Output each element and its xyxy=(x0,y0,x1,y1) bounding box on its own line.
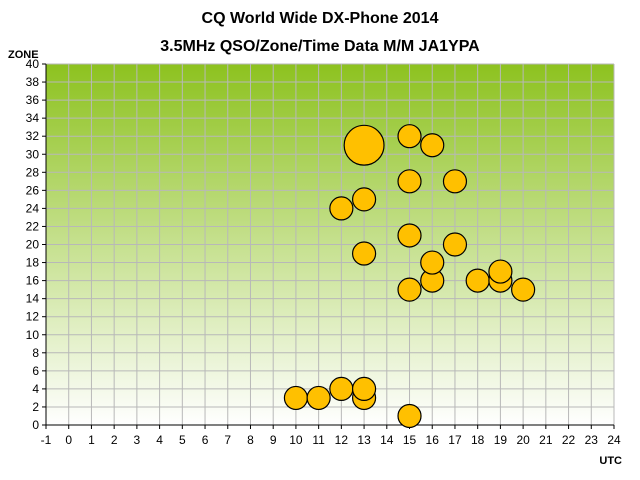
y-tick-label: 38 xyxy=(26,75,40,89)
data-bubble xyxy=(488,259,513,284)
x-tick-label: 3 xyxy=(134,433,141,447)
data-bubble xyxy=(351,241,377,266)
y-tick-label: 28 xyxy=(26,165,40,179)
x-tick-label: -1 xyxy=(41,433,52,447)
y-tick-label: 18 xyxy=(26,256,40,270)
x-tick-label: 23 xyxy=(585,433,599,447)
x-tick-label: 16 xyxy=(426,433,440,447)
y-tick-label: 8 xyxy=(32,346,39,360)
y-tick-label: 14 xyxy=(26,292,40,306)
x-tick-label: 4 xyxy=(156,433,163,447)
data-bubble xyxy=(420,250,445,275)
y-tick-label: 6 xyxy=(32,364,39,378)
x-tick-label: 6 xyxy=(202,433,209,447)
x-tick-label: 14 xyxy=(380,433,394,447)
x-tick-label: 24 xyxy=(607,433,621,447)
x-tick-label: 8 xyxy=(247,433,254,447)
data-bubble xyxy=(420,133,445,158)
x-tick-label: 11 xyxy=(312,433,325,447)
data-bubble xyxy=(329,376,354,401)
x-tick-label: 20 xyxy=(516,433,530,447)
axes xyxy=(42,63,615,429)
y-tick-label: 10 xyxy=(26,328,40,342)
data-bubble xyxy=(442,169,468,194)
data-bubble xyxy=(397,169,422,194)
y-tick-label: 16 xyxy=(26,274,40,288)
x-tick-label: 19 xyxy=(494,433,508,447)
y-tick-label: 0 xyxy=(32,418,39,432)
data-bubble xyxy=(329,196,354,221)
x-tick-label: 9 xyxy=(270,433,277,447)
y-tick-label: 32 xyxy=(26,129,40,143)
data-bubble xyxy=(397,124,422,149)
x-tick-label: 5 xyxy=(179,433,186,447)
x-tick-label: 7 xyxy=(224,433,231,447)
y-tick-label: 2 xyxy=(32,400,39,414)
chart-subtitle: 3.5MHz QSO/Zone/Time Data M/M JA1YPA xyxy=(160,38,480,55)
data-bubble xyxy=(465,268,490,293)
x-tick-label: 1 xyxy=(88,433,95,447)
x-tick-label: 0 xyxy=(65,433,72,447)
y-tick-label: 4 xyxy=(32,382,39,396)
x-tick-label: 22 xyxy=(562,433,576,447)
y-tick-label: 22 xyxy=(26,219,40,233)
y-tick-label: 26 xyxy=(26,183,40,197)
data-bubble xyxy=(511,277,536,302)
x-tick-label: 18 xyxy=(471,433,485,447)
y-tick-label: 12 xyxy=(26,310,40,324)
chart-title: CQ World Wide DX-Phone 2014 xyxy=(201,10,439,27)
y-axis-label: ZONE xyxy=(8,49,39,61)
y-tick-label: 30 xyxy=(26,147,40,161)
data-bubble xyxy=(306,385,331,411)
data-bubble xyxy=(351,376,377,401)
x-tick-label: 10 xyxy=(289,433,303,447)
data-bubble xyxy=(442,232,468,257)
y-tick-label: 34 xyxy=(26,111,40,125)
data-bubble xyxy=(397,277,422,302)
y-tick-label: 40 xyxy=(26,57,40,71)
grid-lines xyxy=(45,63,615,426)
y-tick-label: 36 xyxy=(26,93,40,107)
y-tick-label: 24 xyxy=(26,201,40,215)
data-points xyxy=(283,124,536,429)
x-tick-label: 15 xyxy=(403,433,417,447)
data-bubble xyxy=(343,124,385,166)
data-bubble xyxy=(397,223,422,248)
x-tick-label: 12 xyxy=(335,433,349,447)
x-tick-label: 17 xyxy=(448,433,462,447)
data-bubble xyxy=(397,403,422,429)
x-tick-label: 2 xyxy=(111,433,118,447)
data-bubble xyxy=(283,385,309,411)
data-bubble xyxy=(351,187,377,212)
y-tick-label: 20 xyxy=(26,238,40,252)
x-tick-label: 13 xyxy=(357,433,371,447)
x-axis-label: UTC xyxy=(599,455,622,467)
x-tick-label: 21 xyxy=(539,433,553,447)
